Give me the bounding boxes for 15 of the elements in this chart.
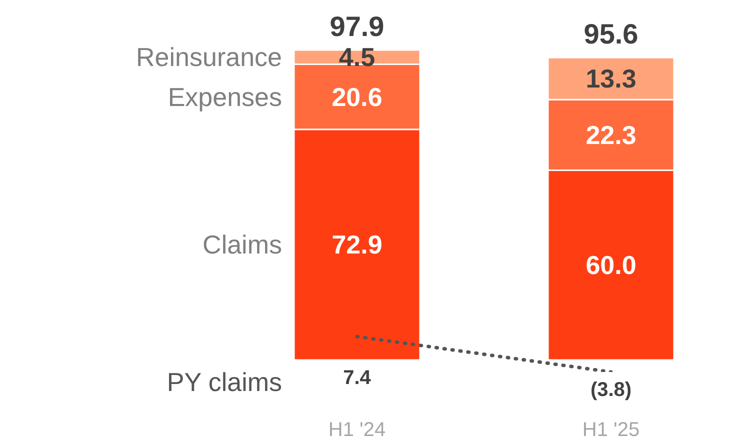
- data-label: 60.0: [586, 250, 636, 280]
- series-label: Reinsurance: [136, 42, 282, 72]
- data-label: 72.9: [332, 230, 382, 260]
- total-label: 95.6: [584, 18, 638, 50]
- x-tick-label: H1 '24: [328, 419, 386, 442]
- series-label: Claims: [202, 230, 282, 260]
- data-label: (3.8): [590, 379, 632, 401]
- data-label: 7.4: [343, 366, 372, 389]
- text: PY claims: [166, 366, 282, 397]
- x-tick-label: H1 '25: [582, 419, 640, 442]
- total-label: 97.9: [330, 11, 384, 42]
- data-label: 13.3: [586, 64, 636, 94]
- series-label: Expenses: [168, 82, 282, 112]
- data-label: 20.6: [332, 82, 382, 112]
- data-label: 22.3: [586, 120, 636, 150]
